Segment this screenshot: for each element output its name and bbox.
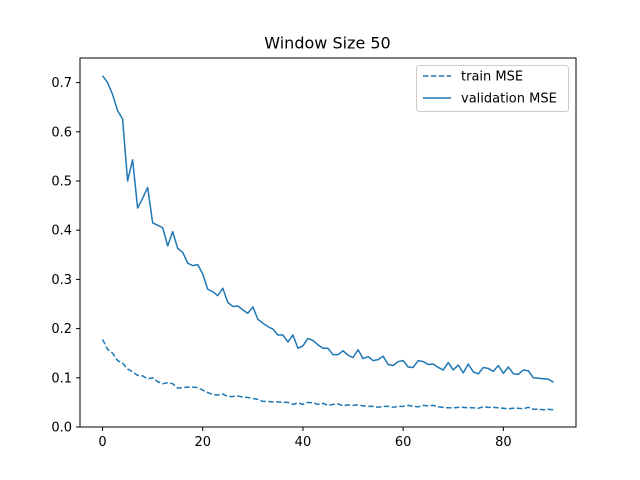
y-tick-label: 0.3 <box>51 273 72 288</box>
series-line-validation-mse <box>101 75 554 383</box>
y-tick-label: 0.4 <box>51 224 72 239</box>
series-line-train-mse <box>101 339 554 411</box>
y-tick-label: 0.6 <box>51 125 72 140</box>
legend-label-validation: validation MSE <box>461 92 557 107</box>
y-tick-label: 0.7 <box>51 76 72 91</box>
x-tick-label: 20 <box>194 435 211 450</box>
y-axis-ticks: 0.0 0.1 0.2 0.3 0.4 0.5 0.6 0.7 <box>51 76 80 436</box>
x-tick-label: 0 <box>98 435 106 450</box>
y-tick-label: 0.0 <box>51 421 72 436</box>
y-tick-label: 0.2 <box>51 322 72 337</box>
y-tick-label: 0.5 <box>51 175 72 190</box>
legend-label-train: train MSE <box>461 70 523 85</box>
axes-frame <box>79 57 577 428</box>
x-axis-ticks: 0 20 40 60 80 <box>98 427 512 450</box>
x-tick-label: 60 <box>395 435 412 450</box>
x-tick-label: 80 <box>495 435 512 450</box>
y-tick-label: 0.1 <box>51 371 72 386</box>
legend-box <box>416 65 569 112</box>
series-layer <box>101 75 554 411</box>
chart-title: Window Size 50 <box>264 34 390 53</box>
legend: train MSE validation MSE <box>416 65 569 112</box>
x-tick-label: 40 <box>295 435 312 450</box>
